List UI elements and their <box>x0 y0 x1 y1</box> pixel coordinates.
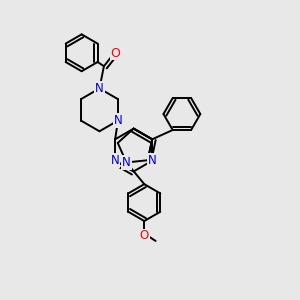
Text: O: O <box>110 46 120 60</box>
Text: N: N <box>95 82 104 95</box>
Text: N: N <box>122 156 131 169</box>
Text: O: O <box>140 230 149 242</box>
Text: N: N <box>111 154 119 167</box>
Text: N: N <box>148 154 157 167</box>
Text: N: N <box>114 114 122 127</box>
